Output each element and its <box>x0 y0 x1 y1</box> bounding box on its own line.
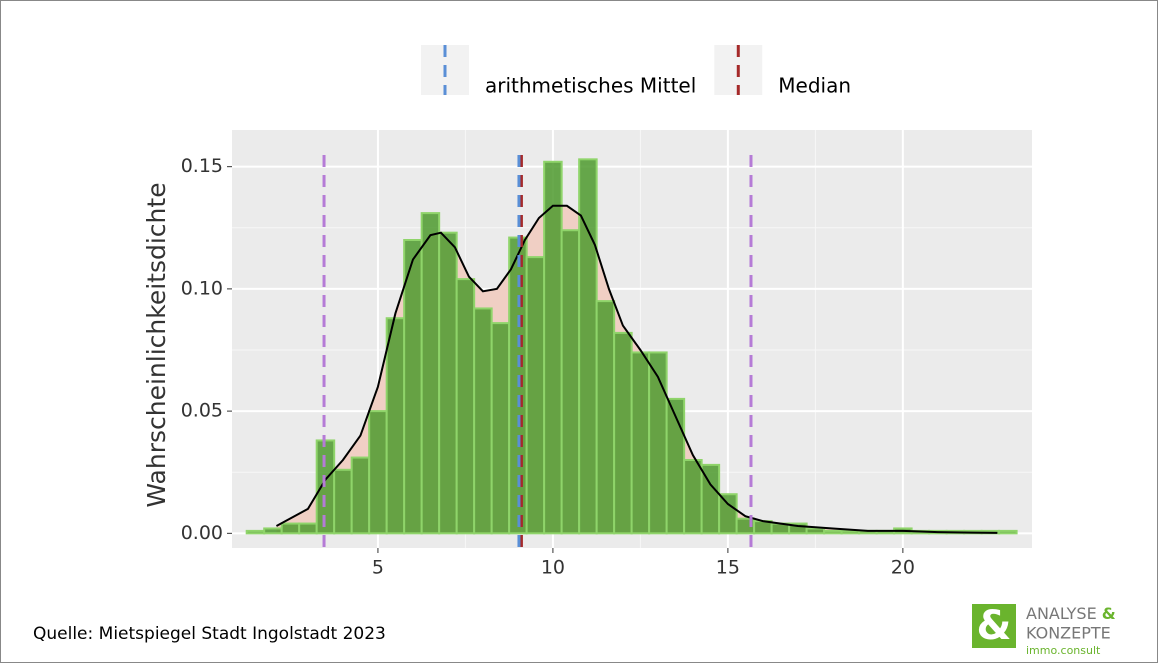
bar <box>595 300 616 535</box>
bar <box>420 212 441 535</box>
logo: & ANALYSE & KONZEPTE immo.consult <box>972 603 1116 657</box>
bar <box>718 493 738 535</box>
bar <box>473 307 493 535</box>
logo-amp: & <box>977 603 1012 649</box>
bar <box>455 278 476 535</box>
bar <box>403 239 423 535</box>
bar <box>630 351 651 535</box>
bar <box>805 527 826 535</box>
y-tick-label: 0.10 <box>181 277 223 299</box>
bar <box>245 529 266 535</box>
bar <box>298 522 318 535</box>
bar <box>368 410 388 535</box>
source: Quelle: Mietspiegel Stadt Ingolstadt 202… <box>33 624 386 644</box>
x-tick-label: 20 <box>891 557 915 579</box>
legend-label: arithmetisches Mittel <box>485 74 696 98</box>
legend-label: Median <box>778 74 851 98</box>
logo-line3: immo.consult <box>1026 644 1101 657</box>
bar <box>385 317 406 535</box>
bar <box>350 456 371 535</box>
density-line <box>275 204 998 534</box>
bar <box>280 522 301 535</box>
bar <box>823 529 843 535</box>
y-axis-label: Wahrscheinlichkeitsdichte <box>142 182 171 507</box>
bar <box>438 231 458 535</box>
logo-line2: KONZEPTE <box>1026 624 1111 643</box>
bar <box>263 527 283 535</box>
logo-amp-small: & <box>1102 604 1116 623</box>
logo-line1: ANALYSE <box>1026 604 1097 623</box>
y-tick-label: 0.05 <box>181 400 223 422</box>
bar <box>683 459 703 535</box>
y-tick-label: 0.00 <box>181 522 223 544</box>
bar <box>560 229 581 535</box>
x-tick-label: 5 <box>372 557 384 579</box>
y-tick-label: 0.15 <box>181 155 223 177</box>
x-tick-label: 10 <box>541 557 565 579</box>
logo-text: ANALYSE & <box>1026 604 1116 623</box>
bar <box>490 322 511 535</box>
bar <box>543 160 563 535</box>
bar <box>525 256 546 535</box>
bar <box>998 529 1018 535</box>
logo-box <box>972 604 1016 648</box>
bar <box>648 351 668 535</box>
bar <box>333 468 353 535</box>
bar <box>840 529 861 535</box>
bar <box>613 331 633 535</box>
bar <box>665 397 686 535</box>
x-tick-label: 15 <box>716 557 740 579</box>
